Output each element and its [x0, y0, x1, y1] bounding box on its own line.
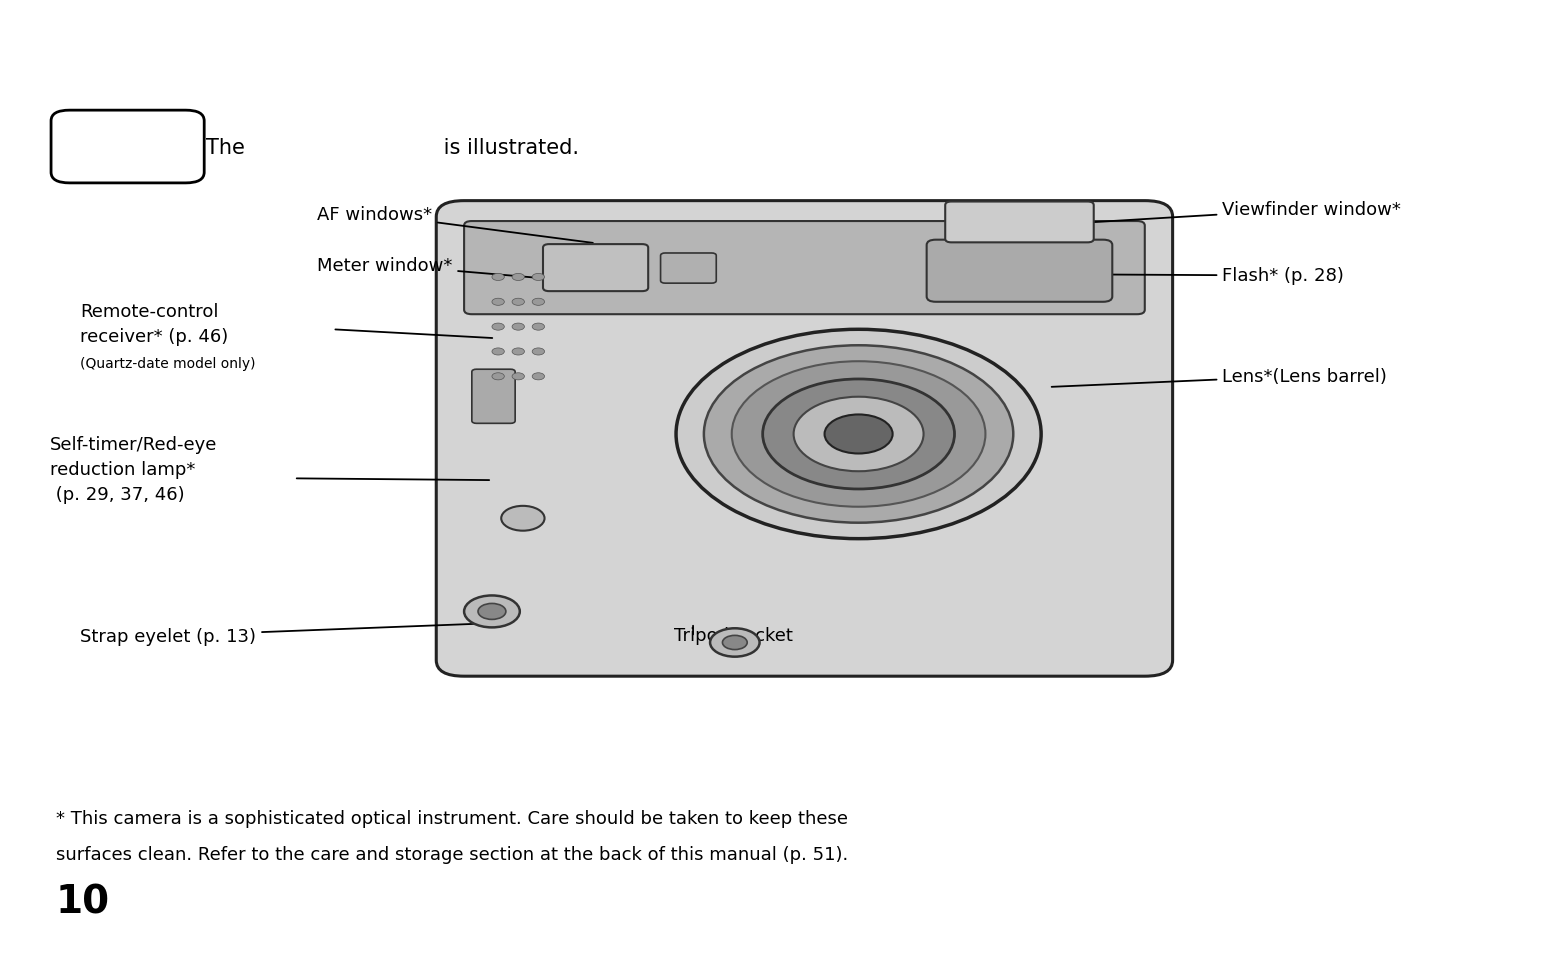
Circle shape — [532, 324, 545, 331]
Text: Tripod socket: Tripod socket — [674, 627, 794, 644]
FancyBboxPatch shape — [436, 201, 1173, 677]
Text: Flash* (p. 28): Flash* (p. 28) — [1063, 267, 1344, 285]
Circle shape — [492, 299, 504, 306]
Text: * This camera is a sophisticated optical instrument. Care should be taken to kee: * This camera is a sophisticated optical… — [56, 809, 848, 827]
Text: AF windows*: AF windows* — [317, 206, 593, 244]
Circle shape — [492, 324, 504, 331]
Circle shape — [532, 374, 545, 380]
Text: (Quartz-date model only): (Quartz-date model only) — [80, 356, 255, 371]
FancyBboxPatch shape — [472, 370, 515, 424]
Text: Remote-control
receiver* (p. 46): Remote-control receiver* (p. 46) — [80, 302, 229, 345]
Text: Self-timer/Red-eye
reduction lamp*
 (p. 29, 37, 46): Self-timer/Red-eye reduction lamp* (p. 2… — [50, 436, 217, 504]
Circle shape — [532, 349, 545, 355]
Circle shape — [512, 299, 524, 306]
Circle shape — [763, 379, 954, 490]
FancyBboxPatch shape — [51, 112, 204, 184]
Circle shape — [512, 324, 524, 331]
Circle shape — [492, 274, 504, 281]
Circle shape — [512, 274, 524, 281]
Circle shape — [478, 604, 506, 619]
Circle shape — [512, 349, 524, 355]
Text: The                              is illustrated.: The is illustrated. — [206, 137, 579, 157]
Circle shape — [676, 330, 1041, 539]
Text: 10: 10 — [56, 882, 110, 921]
Circle shape — [722, 636, 747, 650]
Text: surfaces clean. Refer to the care and storage section at the back of this manual: surfaces clean. Refer to the care and st… — [56, 845, 848, 862]
Circle shape — [512, 374, 524, 380]
Circle shape — [825, 415, 893, 454]
Circle shape — [704, 346, 1013, 523]
Circle shape — [532, 299, 545, 306]
Circle shape — [710, 629, 760, 657]
Text: Strap eyelet (p. 13): Strap eyelet (p. 13) — [80, 623, 495, 645]
FancyBboxPatch shape — [543, 245, 648, 292]
FancyBboxPatch shape — [927, 240, 1112, 302]
Text: BODY: BODY — [87, 134, 169, 160]
Circle shape — [532, 274, 545, 281]
FancyBboxPatch shape — [945, 202, 1094, 243]
Text: Lens*(Lens barrel): Lens*(Lens barrel) — [1052, 367, 1388, 388]
Circle shape — [492, 349, 504, 355]
Circle shape — [794, 397, 924, 472]
Circle shape — [501, 506, 545, 531]
FancyBboxPatch shape — [661, 253, 716, 284]
Circle shape — [492, 374, 504, 380]
Text: Meter window*: Meter window* — [317, 256, 566, 281]
Circle shape — [732, 362, 985, 507]
FancyBboxPatch shape — [464, 222, 1145, 314]
Text: Viewfinder window*: Viewfinder window* — [1012, 201, 1402, 228]
Circle shape — [464, 596, 520, 628]
